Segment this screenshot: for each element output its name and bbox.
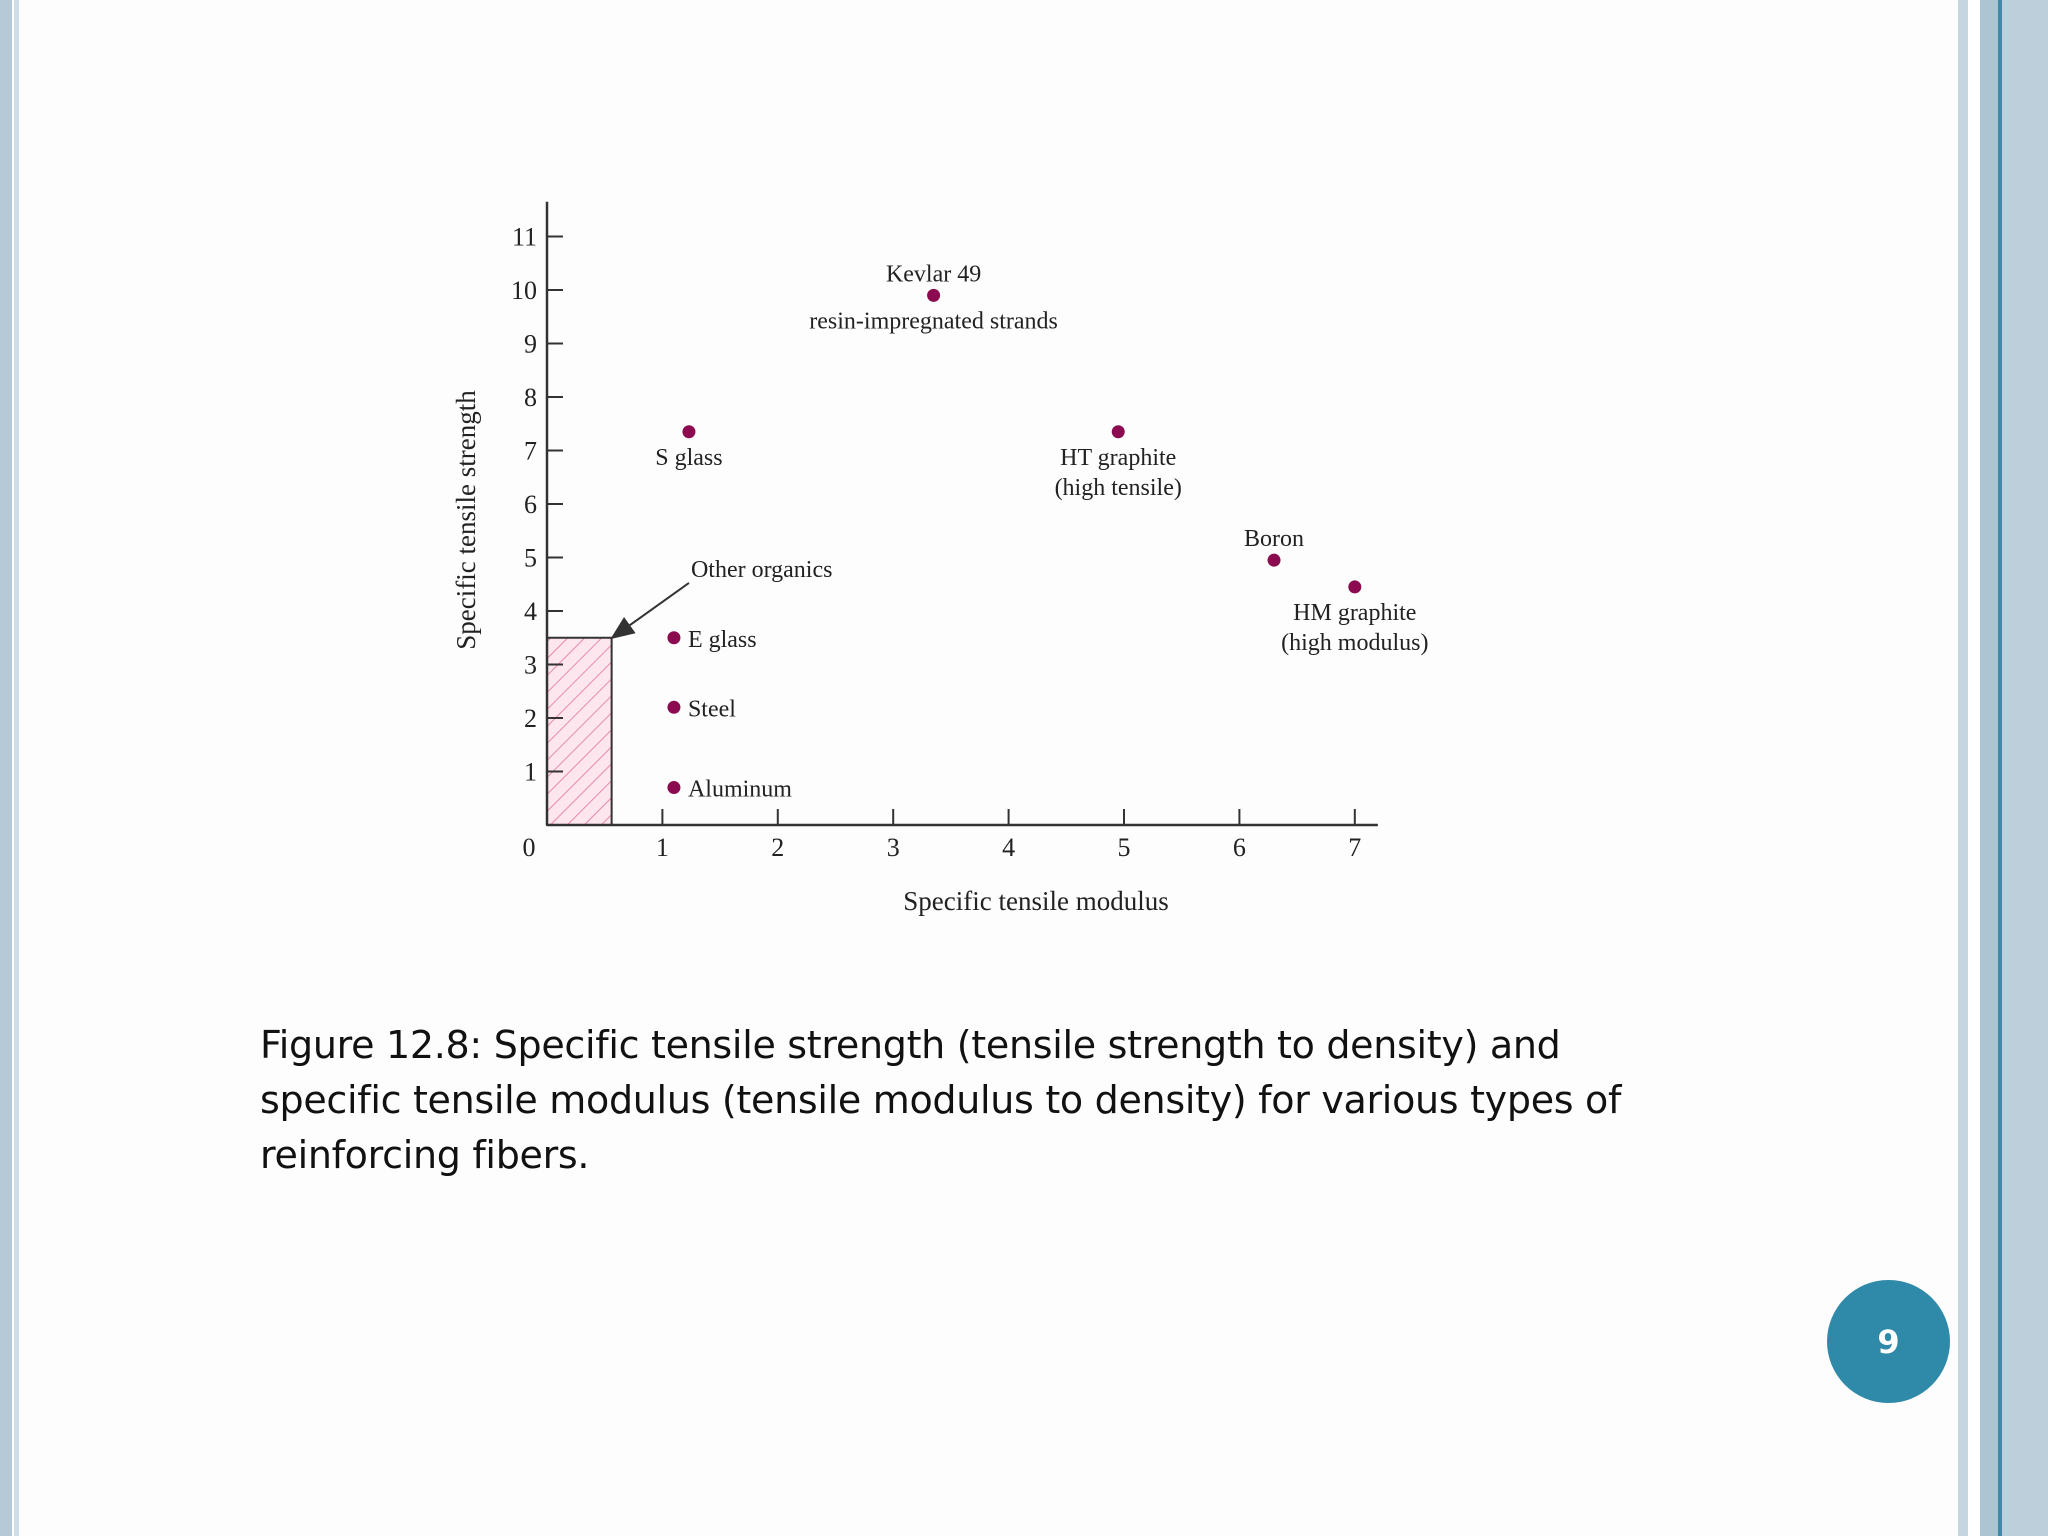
hm-graphite-label: HM graphite [1293, 600, 1416, 626]
ht-graphite-point [1111, 425, 1125, 439]
other-organics-arrow [610, 582, 690, 640]
y-tick-label: 6 [524, 490, 537, 519]
x-tick-label: 6 [1233, 833, 1246, 862]
aluminum-point [667, 781, 681, 795]
e-glass-point [667, 631, 681, 645]
x-tick-label: 2 [771, 833, 784, 862]
ht-graphite-label: (high tensile) [1055, 475, 1182, 501]
region-layer [546, 636, 613, 826]
kevlar-49-label: Kevlar 49 [886, 261, 981, 287]
y-tick-label: 2 [524, 704, 537, 733]
aluminum-label: Aluminum [688, 777, 792, 803]
other-organics-label: Other organics [691, 557, 833, 583]
page-number-badge: 9 [1827, 1280, 1950, 1403]
y-tick-label: 9 [524, 330, 537, 359]
axes-layer [545, 201, 1378, 827]
left-border-stripe [0, 0, 12, 1536]
right-border-stripe [1980, 0, 1998, 1536]
y-tick-label: 4 [524, 597, 537, 626]
y-tick-label: 5 [524, 544, 537, 573]
points-layer: Kevlar 49 resin-impregnated strands S glas… [610, 261, 1428, 803]
y-tick-label: 8 [524, 383, 537, 412]
x-tick-label: 4 [1002, 833, 1015, 862]
x-tick-label: 1 [656, 833, 669, 862]
kevlar-49-label: resin-impregnated strands [809, 308, 1058, 334]
x-tick-label: 0 [523, 833, 536, 862]
right-border-stripe [2002, 0, 2048, 1536]
steel-point [667, 700, 681, 714]
right-border-stripe [1998, 0, 2002, 1536]
hm-graphite-label: (high modulus) [1281, 630, 1428, 656]
x-tick-label: 3 [887, 833, 900, 862]
right-border-stripe [1968, 0, 1980, 1536]
figure-caption: Figure 12.8: Specific tensile strength (… [260, 1023, 1622, 1177]
e-glass-label: E glass [688, 627, 757, 653]
ticks-layer: 0 1 2 3 4 5 6 7 1 2 3 4 5 6 7 8 9 10 11 [511, 223, 1361, 863]
hm-graphite-point [1348, 580, 1362, 594]
x-tick-label: 7 [1348, 833, 1361, 862]
s-glass-point [682, 425, 696, 439]
y-tick-label: 11 [512, 223, 537, 252]
steel-label: Steel [688, 696, 736, 722]
right-border-stripe [1958, 0, 1968, 1536]
ht-graphite-label: HT graphite [1060, 445, 1176, 471]
y-tick-label: 1 [524, 758, 537, 787]
kevlar-49-point [927, 288, 941, 302]
boron-label: Boron [1244, 526, 1304, 552]
scatter-chart: 0 1 2 3 4 5 6 7 1 2 3 4 5 6 7 8 9 10 11 Kevlar 49 resin-imp… [451, 201, 1428, 916]
s-glass-label: S glass [655, 445, 722, 471]
x-tick-label: 5 [1118, 833, 1131, 862]
left-border-stripe [14, 0, 19, 1536]
y-tick-label: 3 [524, 651, 537, 680]
y-tick-label: 7 [524, 437, 537, 466]
y-tick-label: 10 [511, 276, 537, 305]
y-axis-label: Specific tensile strength [451, 390, 481, 650]
boron-point [1267, 553, 1281, 567]
other-organics-region [546, 636, 613, 826]
x-axis-label: Specific tensile modulus [903, 886, 1168, 916]
